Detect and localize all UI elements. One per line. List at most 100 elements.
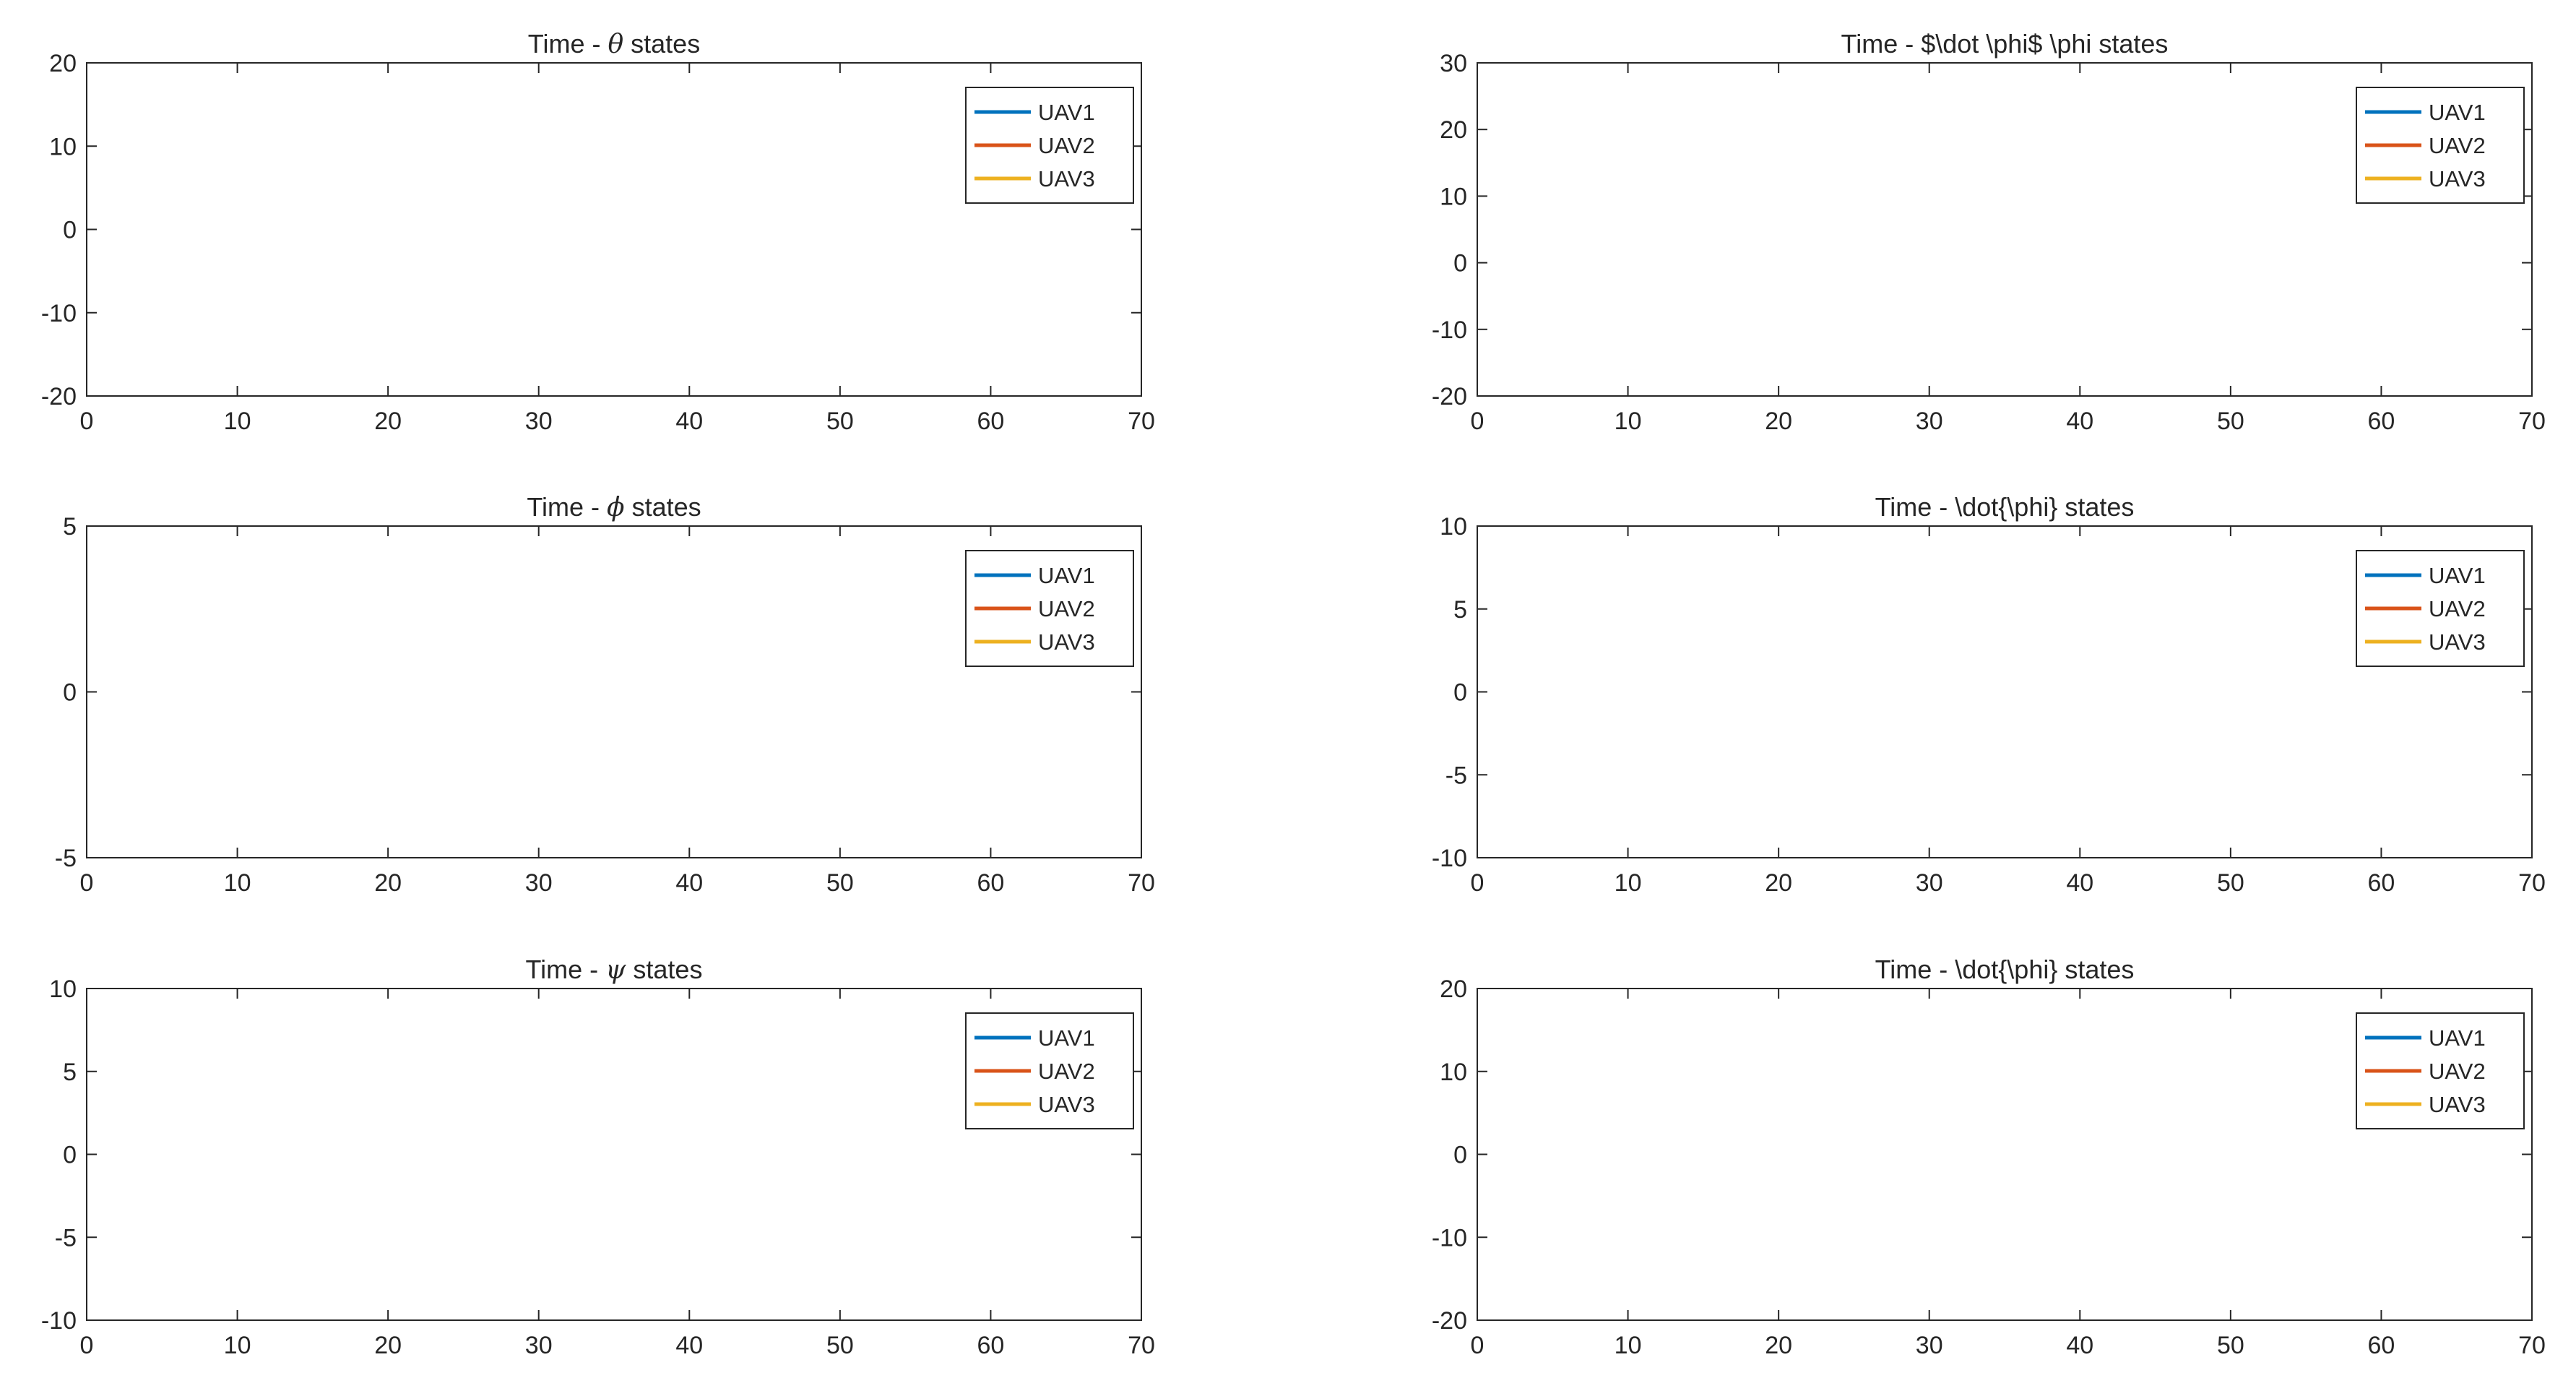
legend-label: UAV1 <box>2429 563 2486 588</box>
x-tick-label: 70 <box>2518 1332 2546 1359</box>
x-tick-label: 50 <box>2217 869 2244 897</box>
y-tick-label: 10 <box>49 976 77 1003</box>
y-tick-label: 10 <box>1440 513 1467 541</box>
legend-label: UAV2 <box>1038 1059 1095 1084</box>
y-tick-label: 20 <box>1440 976 1467 1003</box>
x-tick-label: 10 <box>224 1332 251 1359</box>
legend-label: UAV3 <box>2429 1092 2486 1117</box>
y-tick-label: -20 <box>1432 383 1467 410</box>
x-tick-label: 50 <box>2217 408 2244 435</box>
x-tick-label: 30 <box>1916 1332 1943 1359</box>
x-tick-label: 70 <box>1128 408 1155 435</box>
legend-label: UAV1 <box>1038 1025 1095 1051</box>
x-tick-label: 30 <box>525 869 553 897</box>
y-tick-label: -10 <box>41 1307 77 1335</box>
y-tick-label: 0 <box>1453 1142 1467 1169</box>
chart-title: Time - $\dot \phi$ \phi states <box>1841 29 2169 59</box>
legend-label: UAV2 <box>2429 133 2486 158</box>
x-tick-label: 0 <box>80 869 94 897</box>
x-tick-label: 50 <box>826 1332 854 1359</box>
x-tick-label: 60 <box>977 1332 1005 1359</box>
y-tick-label: -5 <box>55 845 77 872</box>
legend-label: UAV3 <box>1038 1092 1095 1117</box>
y-tick-label: -5 <box>1445 762 1467 789</box>
x-tick-label: 50 <box>826 408 854 435</box>
chart-title: Time - \dot{\phi} states <box>1875 492 2135 522</box>
y-tick-label: 0 <box>1453 679 1467 707</box>
x-tick-label: 20 <box>1765 869 1792 897</box>
y-tick-label: -20 <box>1432 1307 1467 1335</box>
legend: UAV1 UAV2 UAV3 <box>2356 550 2525 667</box>
legend-label: UAV3 <box>2429 629 2486 655</box>
y-tick-label: 10 <box>1440 183 1467 210</box>
x-tick-label: 10 <box>1615 408 1642 435</box>
x-tick-label: 20 <box>1765 408 1792 435</box>
y-tick-label: -20 <box>41 383 77 410</box>
x-tick-label: 60 <box>977 408 1005 435</box>
y-tick-label: 0 <box>1453 250 1467 277</box>
x-tick-label: 0 <box>1471 869 1484 897</box>
x-tick-label: 60 <box>977 869 1005 897</box>
y-tick-label: 0 <box>63 1142 77 1169</box>
y-tick-label: 20 <box>49 50 77 77</box>
legend-label: UAV1 <box>1038 563 1095 588</box>
x-tick-label: 40 <box>675 1332 703 1359</box>
x-tick-label: 0 <box>1471 1332 1484 1359</box>
x-tick-label: 10 <box>1615 869 1642 897</box>
x-tick-label: 60 <box>2368 1332 2395 1359</box>
legend-label: UAV2 <box>2429 596 2486 621</box>
y-tick-label: 0 <box>63 679 77 707</box>
x-tick-label: 0 <box>80 408 94 435</box>
x-tick-label: 50 <box>2217 1332 2244 1359</box>
x-tick-label: 50 <box>826 869 854 897</box>
x-tick-label: 70 <box>1128 869 1155 897</box>
y-tick-label: 0 <box>63 217 77 244</box>
x-tick-label: 30 <box>525 408 553 435</box>
x-tick-label: 70 <box>1128 1332 1155 1359</box>
x-tick-label: 60 <box>2368 408 2395 435</box>
legend: UAV1 UAV2 UAV3 <box>965 1012 1134 1129</box>
x-tick-label: 40 <box>2066 1332 2093 1359</box>
x-tick-label: 40 <box>2066 869 2093 897</box>
x-tick-label: 60 <box>2368 869 2395 897</box>
y-tick-label: 10 <box>49 133 77 160</box>
x-tick-label: 20 <box>1765 1332 1792 1359</box>
y-tick-label: -10 <box>1432 845 1467 872</box>
x-tick-label: 20 <box>374 408 402 435</box>
legend: UAV1 UAV2 UAV3 <box>965 87 1134 204</box>
legend-label: UAV1 <box>1038 100 1095 125</box>
legend-label: UAV3 <box>2429 166 2486 191</box>
y-tick-label: 5 <box>1453 596 1467 624</box>
chart-4: 0 10 20 30 40 50 60 70 -10 -5 0 5 10 Time - \dot{\phi… <box>1432 492 2546 897</box>
x-tick-label: 0 <box>80 1332 94 1359</box>
chart-title: Time - \dot{\phi} states <box>1875 955 2135 984</box>
x-tick-label: 10 <box>224 408 251 435</box>
x-tick-label: 0 <box>1471 408 1484 435</box>
legend-label: UAV1 <box>2429 1025 2486 1051</box>
legend: UAV1 UAV2 UAV3 <box>965 550 1134 667</box>
legend-label: UAV2 <box>2429 1059 2486 1084</box>
legend-label: UAV1 <box>2429 100 2486 125</box>
y-tick-label: 5 <box>63 1059 77 1086</box>
chart-1: 0 10 20 30 40 50 60 70 -20 -10 0 10 20 Time - θ state… <box>41 29 1155 435</box>
x-tick-label: 10 <box>1615 1332 1642 1359</box>
y-tick-label: -10 <box>41 300 77 327</box>
x-tick-label: 30 <box>525 1332 553 1359</box>
y-tick-label: 30 <box>1440 50 1467 77</box>
x-tick-label: 70 <box>2518 869 2546 897</box>
chart-title: Time - ϕ states <box>527 492 701 522</box>
y-tick-label: 20 <box>1440 116 1467 144</box>
y-tick-label: -10 <box>1432 1224 1467 1252</box>
legend-label: UAV2 <box>1038 596 1095 621</box>
x-tick-label: 20 <box>374 869 402 897</box>
chart-6: 0 10 20 30 40 50 60 70 -20 -10 0 10 20 Time - \dot{\p… <box>1432 955 2546 1359</box>
x-tick-label: 20 <box>374 1332 402 1359</box>
y-tick-label: 5 <box>63 513 77 541</box>
legend-label: UAV2 <box>1038 133 1095 158</box>
chart-title: Time - θ states <box>528 29 700 59</box>
legend-label: UAV3 <box>1038 629 1095 655</box>
chart-2: 0 10 20 30 40 50 60 70 -20 -10 0 10 20 30 Time - $\dot… <box>1432 29 2546 435</box>
x-tick-label: 30 <box>1916 408 1943 435</box>
